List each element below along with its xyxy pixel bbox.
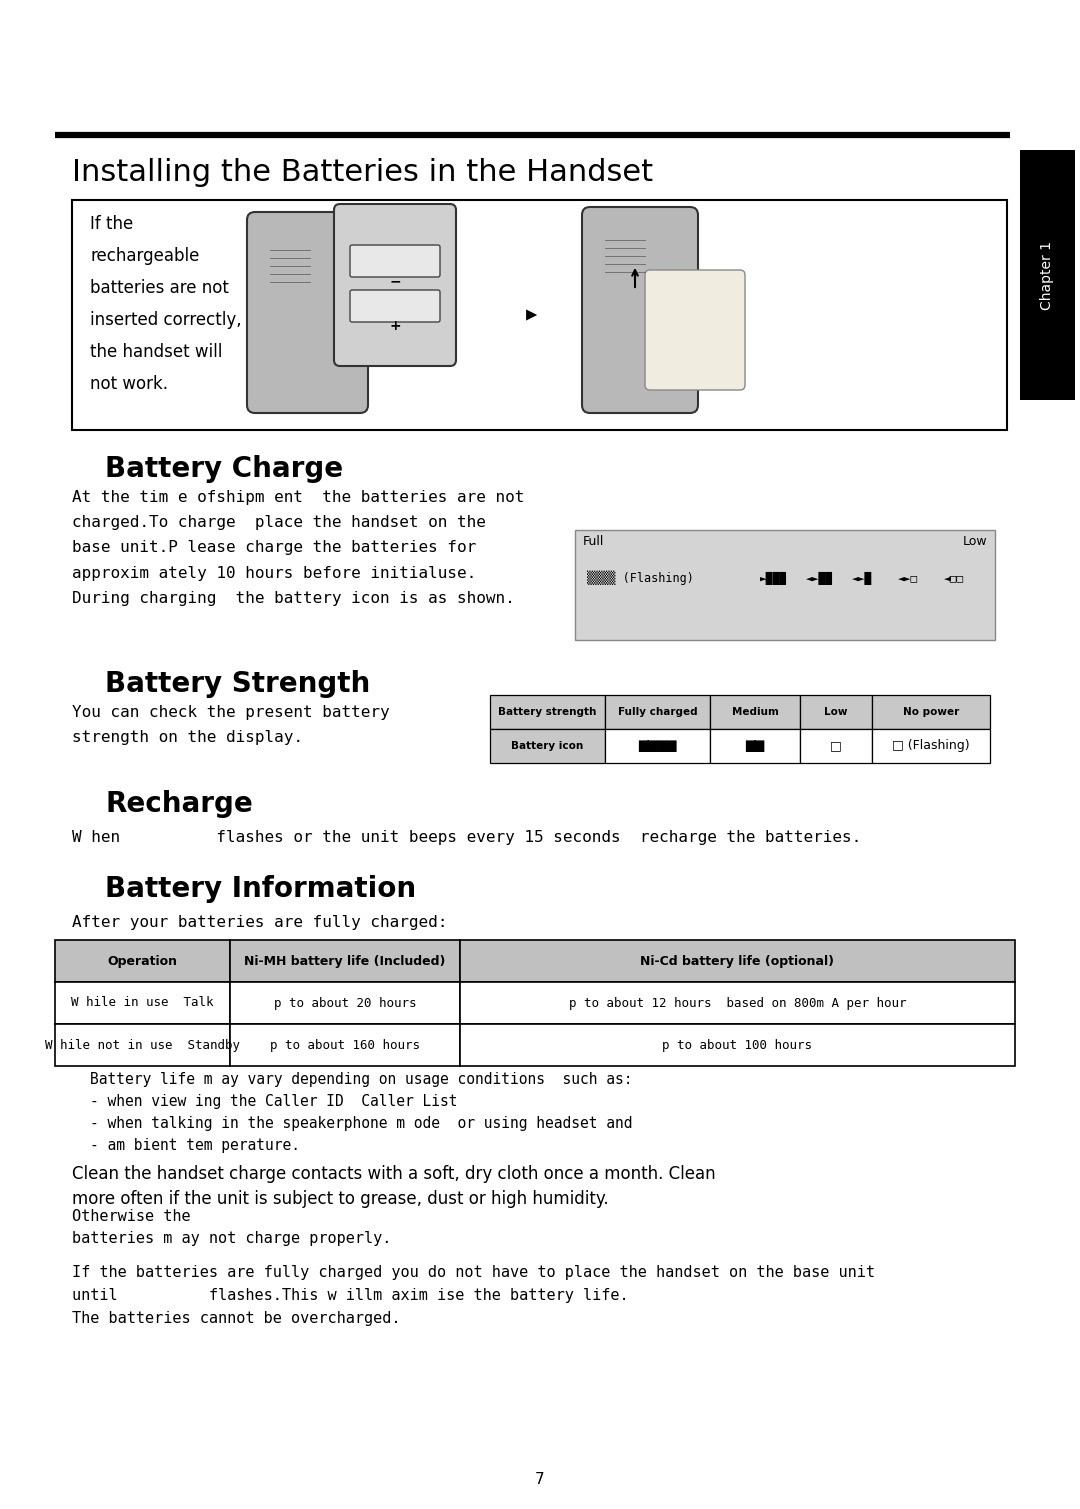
- Text: ▒▒▒▒ (Flashing): ▒▒▒▒ (Flashing): [588, 570, 693, 585]
- Text: Low: Low: [824, 708, 848, 717]
- FancyBboxPatch shape: [230, 940, 460, 982]
- Text: Full: Full: [583, 536, 605, 548]
- Text: ►███: ►███: [760, 572, 787, 584]
- Text: Installing the Batteries in the Handset: Installing the Batteries in the Handset: [72, 158, 653, 187]
- Text: Medium: Medium: [731, 708, 779, 717]
- FancyBboxPatch shape: [605, 696, 710, 729]
- Text: Clean the handset charge contacts with a soft, dry cloth once a month. Clean
mor: Clean the handset charge contacts with a…: [72, 1165, 716, 1209]
- FancyBboxPatch shape: [460, 940, 1015, 982]
- FancyBboxPatch shape: [334, 204, 456, 367]
- Text: Low: Low: [962, 536, 987, 548]
- FancyBboxPatch shape: [460, 982, 1015, 1025]
- Text: Ni-MH battery life (Included): Ni-MH battery life (Included): [244, 955, 446, 967]
- Text: - when view ing the Caller ID  Caller List: - when view ing the Caller ID Caller Lis…: [90, 1094, 458, 1109]
- FancyBboxPatch shape: [872, 729, 990, 764]
- Text: +: +: [389, 318, 401, 333]
- Text: p to about 20 hours: p to about 20 hours: [273, 996, 416, 1010]
- FancyBboxPatch shape: [230, 1025, 460, 1065]
- FancyBboxPatch shape: [55, 1025, 230, 1065]
- Text: W hen          flashes or the unit beeps every 15 seconds  recharge the batterie: W hen flashes or the unit beeps every 15…: [72, 830, 861, 845]
- Text: p to about 12 hours  based on 800m A per hour: p to about 12 hours based on 800m A per …: [569, 996, 906, 1010]
- Text: ◄►█: ◄►█: [852, 572, 873, 584]
- Text: Battery Strength: Battery Strength: [105, 670, 370, 699]
- Text: If the
rechargeable
batteries are not
inserted correctly,
the handset will
not w: If the rechargeable batteries are not in…: [90, 214, 242, 392]
- Text: No power: No power: [903, 708, 959, 717]
- Text: W hile not in use  Standby: W hile not in use Standby: [45, 1038, 240, 1052]
- Text: Fully charged: Fully charged: [618, 708, 698, 717]
- FancyBboxPatch shape: [582, 207, 698, 413]
- Text: Ni-Cd battery life (optional): Ni-Cd battery life (optional): [640, 955, 835, 967]
- FancyBboxPatch shape: [350, 290, 440, 321]
- FancyBboxPatch shape: [605, 729, 710, 764]
- Text: Operation: Operation: [108, 955, 177, 967]
- FancyBboxPatch shape: [460, 1025, 1015, 1065]
- FancyBboxPatch shape: [490, 696, 605, 729]
- FancyBboxPatch shape: [872, 696, 990, 729]
- Text: Chapter 1: Chapter 1: [1040, 240, 1054, 309]
- FancyBboxPatch shape: [55, 982, 230, 1025]
- FancyBboxPatch shape: [55, 940, 230, 982]
- FancyBboxPatch shape: [645, 270, 745, 389]
- FancyBboxPatch shape: [230, 982, 460, 1025]
- FancyBboxPatch shape: [800, 696, 872, 729]
- Text: You can check the present battery
strength on the display.: You can check the present battery streng…: [72, 705, 390, 745]
- Text: Battery icon: Battery icon: [511, 741, 583, 751]
- Text: □: □: [831, 739, 842, 753]
- FancyBboxPatch shape: [350, 244, 440, 278]
- FancyBboxPatch shape: [710, 729, 800, 764]
- Text: Otherwise the
batteries m ay not charge properly.: Otherwise the batteries m ay not charge …: [72, 1209, 391, 1246]
- Text: ◄►□: ◄►□: [897, 573, 918, 582]
- Text: 7: 7: [536, 1473, 544, 1488]
- FancyBboxPatch shape: [490, 729, 605, 764]
- Text: ▇▇: ▇▇: [745, 739, 765, 753]
- Text: After your batteries are fully charged:: After your batteries are fully charged:: [72, 914, 447, 930]
- Text: If the batteries are fully charged you do not have to place the handset on the b: If the batteries are fully charged you d…: [72, 1265, 875, 1325]
- Text: −: −: [389, 275, 401, 288]
- Text: Battery life m ay vary depending on usage conditions  such as:: Battery life m ay vary depending on usag…: [90, 1071, 633, 1086]
- Text: Battery strength: Battery strength: [498, 708, 596, 717]
- Text: - when talking in the speakerphone m ode  or using headset and: - when talking in the speakerphone m ode…: [90, 1117, 633, 1132]
- FancyBboxPatch shape: [1020, 149, 1075, 400]
- Text: - am bient tem perature.: - am bient tem perature.: [90, 1138, 300, 1153]
- Text: ◄□□: ◄□□: [944, 573, 964, 582]
- FancyBboxPatch shape: [72, 201, 1007, 430]
- Text: Battery Information: Battery Information: [105, 875, 416, 902]
- Text: At the tim e ofshipm ent  the batteries are not
charged.To charge  place the han: At the tim e ofshipm ent the batteries a…: [72, 490, 525, 605]
- Text: ◄►██: ◄►██: [806, 572, 833, 584]
- Text: p to about 160 hours: p to about 160 hours: [270, 1038, 420, 1052]
- Text: □ (Flashing): □ (Flashing): [892, 739, 970, 753]
- FancyBboxPatch shape: [575, 530, 995, 640]
- Text: p to about 100 hours: p to about 100 hours: [662, 1038, 812, 1052]
- Text: W hile in use  Talk: W hile in use Talk: [71, 996, 214, 1010]
- Text: Recharge: Recharge: [105, 791, 253, 818]
- Text: Battery Charge: Battery Charge: [105, 456, 343, 483]
- FancyBboxPatch shape: [247, 211, 368, 413]
- FancyBboxPatch shape: [710, 696, 800, 729]
- Text: ▇▇▇▇: ▇▇▇▇: [638, 739, 677, 753]
- FancyBboxPatch shape: [800, 729, 872, 764]
